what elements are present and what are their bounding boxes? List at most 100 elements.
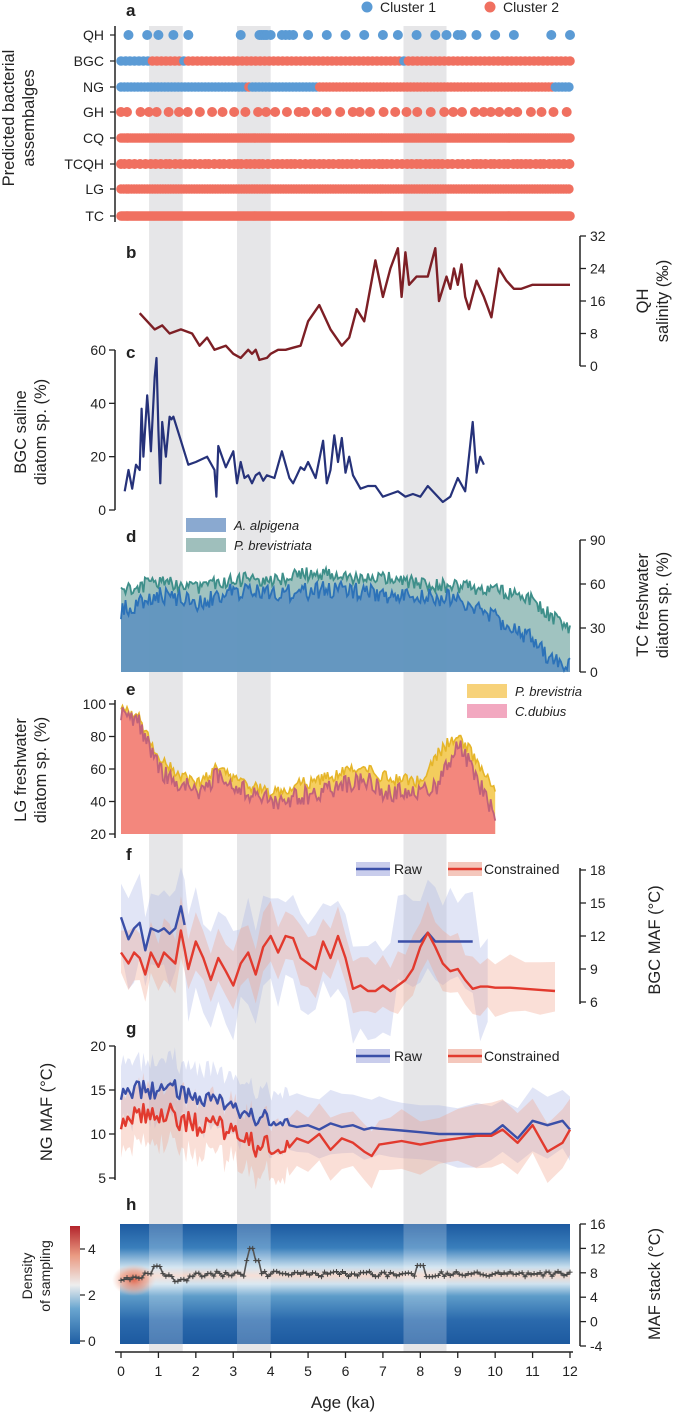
y-axis-label-f: BGC MAF (°C) xyxy=(646,885,664,994)
dot-qh-1 xyxy=(142,30,153,40)
dot-gh-10 xyxy=(217,107,228,117)
row-label-lg: LG xyxy=(85,181,104,197)
colorbar-ticks: 0 2 4 xyxy=(80,1241,96,1349)
y-tick-label-g-15: 15 xyxy=(90,1082,106,1098)
dot-gh-31 xyxy=(448,107,459,117)
dot-gh-6 xyxy=(174,107,185,117)
legend-a-alpigena-label: A. alpigena xyxy=(233,518,299,533)
dot-qh-18 xyxy=(340,30,351,40)
y-tick-label-d-0: 0 xyxy=(590,664,598,680)
panel-label-a: a xyxy=(126,1,136,20)
legend-constrained-label-g: Constrained xyxy=(484,1048,560,1064)
dot-gh-25 xyxy=(378,107,389,117)
heatmap-shade-0 xyxy=(149,1224,183,1344)
x-tick-label-5: 5 xyxy=(304,1363,312,1379)
panel-b: b 0 8 16 24 32 QH salinity (‰) xyxy=(126,228,672,374)
legend-raw-label-f: Raw xyxy=(394,861,423,877)
y-axis-label-e-line2: diatom sp. (%) xyxy=(32,717,50,823)
dot-qh-29 xyxy=(508,30,519,40)
legend-p-brevistriata-swatch xyxy=(186,538,226,552)
dot-tcqh-96 xyxy=(564,159,575,169)
dot-qh-30 xyxy=(546,30,557,40)
y-tick-label-d-60: 60 xyxy=(590,576,606,592)
colorbar-tick-label-2: 2 xyxy=(88,1287,96,1303)
dot-gh-14 xyxy=(261,107,272,117)
legend-e: P. brevistria C.dubius xyxy=(467,684,582,719)
y-tick-label-c-40: 40 xyxy=(90,395,106,411)
x-tick-label-9: 9 xyxy=(454,1363,462,1379)
area-a-alpigena xyxy=(121,581,570,672)
panel-g: g 5 10 15 20 Raw Constrained NG MAF (°C) xyxy=(38,1019,572,1190)
constrained-uncertainty-band-f xyxy=(121,896,555,1017)
dot-qh-31 xyxy=(565,30,575,40)
dot-gh-11 xyxy=(229,107,240,117)
y-tick-label-h-8: 8 xyxy=(590,1265,598,1281)
colorbar: 0 2 4 Density of sampling xyxy=(19,1226,96,1349)
legend-p-brevistria-swatch xyxy=(467,684,507,698)
dot-qh-26 xyxy=(456,30,467,40)
dot-qh-17 xyxy=(321,30,332,40)
dot-gh-27 xyxy=(401,107,412,117)
dot-qh-3 xyxy=(168,30,179,40)
dot-gh-30 xyxy=(439,107,450,117)
y-tick-label-b-24: 24 xyxy=(590,261,606,277)
panel-label-e: e xyxy=(126,680,135,699)
y-ticks-d: 0 30 60 90 xyxy=(580,532,606,680)
y-axis-label-c-line2: diatom sp. (%) xyxy=(32,379,50,485)
legend-raw-label-g: Raw xyxy=(394,1048,423,1064)
dot-gh-38 xyxy=(512,107,523,117)
dot-gh-29 xyxy=(425,107,436,117)
legend-c-dubius-label: C.dubius xyxy=(515,704,567,719)
dot-gh-39 xyxy=(525,107,536,117)
y-ticks-g: 5 10 15 20 xyxy=(90,1038,115,1186)
y-tick-label-b-16: 16 xyxy=(590,293,606,309)
legend-cluster1-marker xyxy=(361,1,373,13)
y-tick-label-g-10: 10 xyxy=(90,1126,106,1142)
line-a-alpigena xyxy=(120,579,571,673)
bgc-saline-line xyxy=(123,356,485,504)
constrained-line-g xyxy=(119,1102,572,1158)
y-tick-label-e-100: 100 xyxy=(83,696,107,712)
dot-gh-4 xyxy=(151,107,162,117)
dot-gh-35 xyxy=(485,107,496,117)
y-axis-label-b-line2: salinity (‰) xyxy=(654,260,672,343)
colorbar-label-line2: of sampling xyxy=(37,1240,53,1312)
dot-qh-15 xyxy=(288,30,299,40)
panel-e: e 20 40 60 80 100 P. brevistria C.dubius LG … xyxy=(12,680,582,842)
panel-label-h: h xyxy=(126,1195,136,1214)
y-tick-label-h--4: -4 xyxy=(590,1338,603,1354)
dot-gh-2 xyxy=(135,107,146,117)
dot-gh-34 xyxy=(478,107,489,117)
dot-gh-5 xyxy=(163,107,174,117)
y-tick-label-b-8: 8 xyxy=(590,326,598,342)
legend-a-alpigena-swatch xyxy=(186,518,226,532)
dot-gh-22 xyxy=(347,107,358,117)
salinity-line xyxy=(138,247,570,362)
cluster-dots xyxy=(116,30,575,221)
y-tick-label-e-80: 80 xyxy=(90,729,106,745)
dot-qh-2 xyxy=(153,30,164,40)
row-label-tc: TC xyxy=(85,208,104,224)
dot-qh-22 xyxy=(411,30,422,40)
y-tick-label-e-20: 20 xyxy=(90,826,106,842)
dot-gh-12 xyxy=(240,107,251,117)
dot-gh-40 xyxy=(536,107,547,117)
y-ticks-b: 0 8 16 24 32 xyxy=(580,228,606,374)
y-tick-label-f-18: 18 xyxy=(590,862,606,878)
dot-gh-36 xyxy=(494,107,505,117)
raw-uncertainty-band-f xyxy=(121,867,488,1044)
dot-gh-32 xyxy=(457,107,468,117)
y-tick-label-h-12: 12 xyxy=(590,1240,606,1256)
dot-gh-8 xyxy=(194,107,205,117)
x-tick-label-8: 8 xyxy=(416,1363,424,1379)
x-tick-label-6: 6 xyxy=(342,1363,350,1379)
y-axis-label-b-line1: QH xyxy=(634,289,652,314)
y-tick-label-b-32: 32 xyxy=(590,228,606,244)
y-tick-label-f-6: 6 xyxy=(590,994,598,1010)
y-axis-label-a-line1: Predicted bacterial xyxy=(0,50,18,187)
dot-gh-23 xyxy=(354,107,365,117)
raw-line-g xyxy=(119,1079,571,1140)
dot-gh-41 xyxy=(548,107,559,117)
line-p-brevistria xyxy=(120,703,496,801)
dot-gh-19 xyxy=(311,107,322,117)
